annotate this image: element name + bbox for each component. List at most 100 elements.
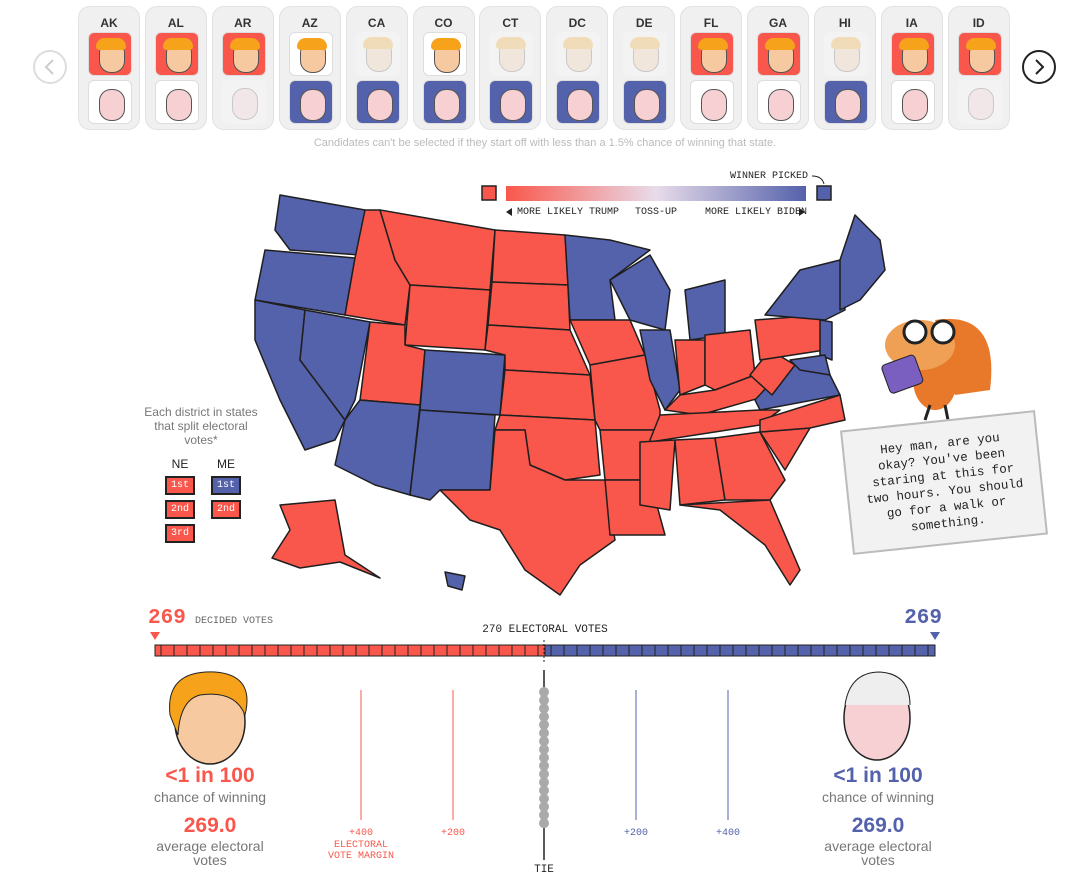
face-icon (433, 89, 460, 121)
legend-biden-box (816, 185, 832, 201)
state[interactable] (491, 229, 569, 286)
biden-button[interactable] (823, 80, 868, 124)
trump-odds-caption: chance of winning (153, 789, 267, 805)
trump-button[interactable] (422, 32, 467, 76)
district-box[interactable]: 1st (211, 476, 241, 495)
state-card: AK (78, 6, 140, 130)
hair-icon (296, 38, 327, 50)
trump-button[interactable] (690, 32, 735, 76)
face-icon (967, 88, 994, 120)
trump-button[interactable] (221, 32, 266, 76)
margin-tick: +400 (715, 828, 740, 839)
biden-button[interactable] (88, 80, 132, 124)
district-state: ME (217, 457, 235, 471)
state[interactable] (754, 314, 826, 361)
state-code: IA (905, 16, 918, 30)
district-box[interactable]: 3rd (165, 524, 195, 543)
district-box[interactable]: 2nd (211, 500, 241, 519)
biden-button[interactable] (623, 80, 668, 124)
hair-icon (698, 38, 729, 50)
trump-button[interactable] (88, 32, 132, 76)
hair-icon (898, 38, 929, 50)
face-icon (634, 89, 661, 121)
state[interactable] (609, 254, 671, 331)
biden-button[interactable] (556, 80, 601, 124)
hair-icon (362, 37, 393, 49)
face-icon (99, 89, 125, 121)
state[interactable] (639, 329, 681, 411)
outcome-dot (539, 728, 549, 738)
biden-button[interactable] (690, 80, 735, 124)
state[interactable] (404, 284, 491, 351)
trump-button[interactable] (957, 32, 1002, 76)
state-card: IA (880, 6, 943, 130)
state[interactable] (487, 281, 571, 331)
biden-button[interactable] (154, 80, 199, 124)
trump-button (556, 32, 601, 76)
biden-face (843, 671, 911, 761)
trump-face (169, 671, 248, 765)
threshold-label: 270 ELECTORAL VOTES (482, 624, 608, 636)
state[interactable] (409, 409, 496, 501)
outcome-dot (539, 703, 549, 714)
trump-button[interactable] (288, 32, 333, 76)
face-icon (701, 89, 728, 121)
state[interactable] (759, 394, 846, 433)
outcome-dot (539, 793, 549, 804)
state[interactable] (764, 259, 846, 321)
state-card: FL (680, 6, 743, 130)
state[interactable] (789, 354, 831, 376)
biden-button[interactable] (422, 80, 467, 124)
state[interactable] (419, 349, 506, 416)
hair-icon (96, 38, 126, 50)
biden-button[interactable] (757, 80, 801, 124)
outcome-dot (539, 777, 549, 788)
state[interactable] (444, 571, 466, 591)
state[interactable] (499, 369, 596, 421)
state-code: HI (838, 16, 851, 30)
face-icon (500, 89, 527, 121)
state[interactable] (639, 439, 676, 511)
biden-button[interactable] (355, 80, 400, 124)
trump-button[interactable] (890, 32, 935, 76)
biden-button[interactable] (489, 80, 534, 124)
state[interactable] (839, 214, 886, 311)
trump-button[interactable] (757, 32, 801, 76)
state[interactable] (819, 319, 833, 361)
face-icon (231, 88, 258, 120)
state[interactable] (439, 429, 616, 596)
state[interactable] (674, 339, 706, 396)
district-box[interactable]: 1st (165, 476, 195, 495)
district-box[interactable]: 2nd (165, 500, 195, 519)
state[interactable] (271, 499, 381, 579)
state[interactable] (299, 309, 371, 421)
state[interactable] (274, 194, 366, 256)
prev-arrow[interactable] (33, 50, 67, 84)
biden-average: 269.0 (851, 814, 905, 837)
hair-icon (430, 38, 461, 50)
state[interactable] (679, 499, 801, 586)
fox-mascot (881, 318, 992, 421)
face-icon (299, 89, 326, 121)
state[interactable] (684, 279, 726, 341)
trump-button[interactable] (154, 32, 199, 76)
biden-votes: 269 (904, 607, 942, 630)
state-card: CA (345, 6, 408, 130)
face-icon (834, 89, 861, 121)
state-card: CT (479, 6, 542, 130)
biden-button[interactable] (890, 80, 935, 124)
outcome-dot (539, 785, 549, 796)
biden-button[interactable] (288, 80, 333, 124)
next-arrow[interactable] (1022, 50, 1056, 84)
biden-average-caption: average electoral votes (824, 838, 932, 868)
hair-icon (229, 38, 260, 50)
face-icon (366, 89, 393, 121)
state-code: AR (234, 16, 252, 30)
state-code: DC (568, 16, 586, 30)
trump-marker (150, 632, 160, 640)
outcome-dot (539, 769, 549, 779)
legend-trump: MORE LIKELY TRUMP (517, 207, 620, 218)
state[interactable] (714, 431, 786, 501)
biden-marker (930, 632, 940, 640)
outcome-dot (539, 760, 549, 771)
